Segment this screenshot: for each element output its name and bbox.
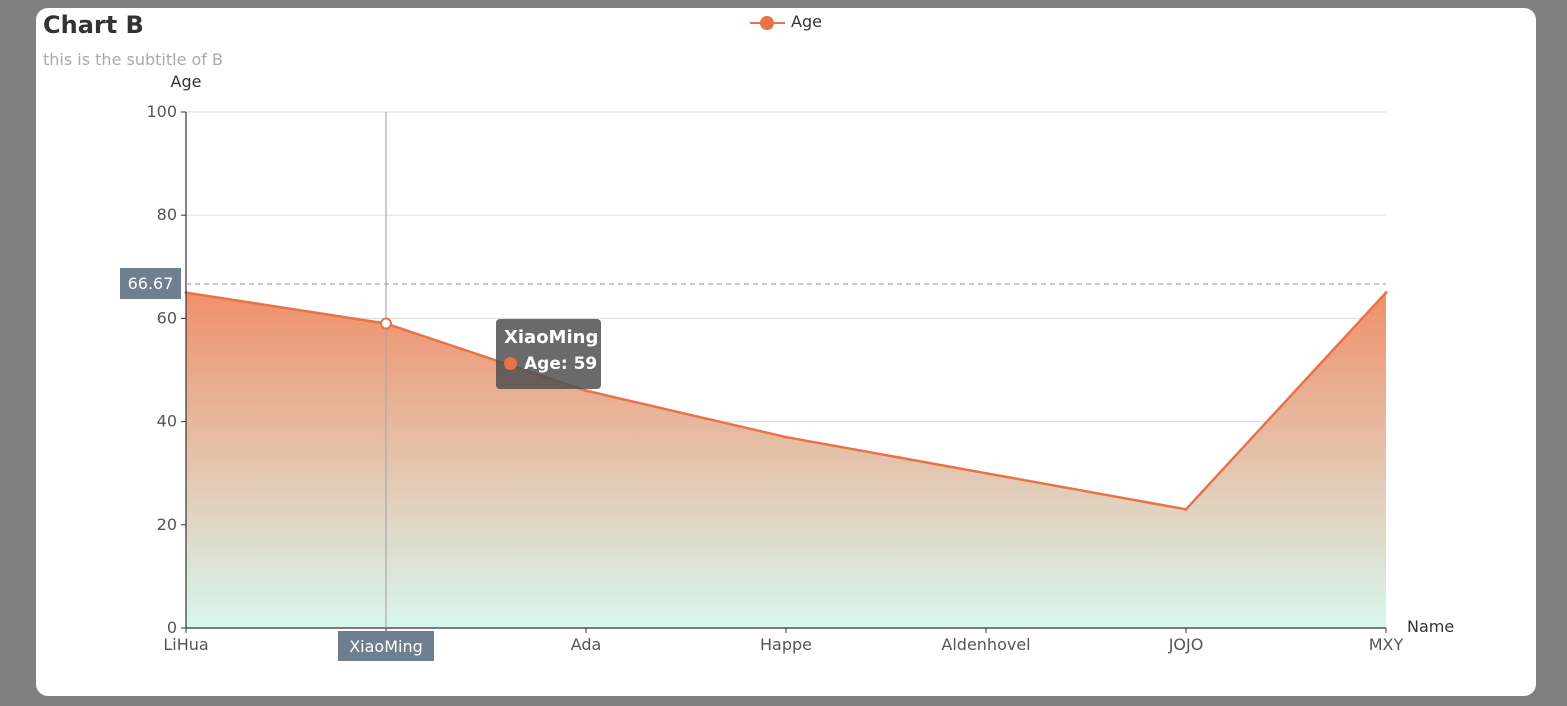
legend-label: Age (791, 12, 822, 31)
area-layer (184, 291, 1388, 628)
tooltip-title: XiaoMing (504, 327, 599, 348)
chart-subtitle: this is the subtitle of B (43, 50, 223, 69)
highlighted-point (380, 317, 392, 330)
x-tick-label-lihua: LiHua (163, 635, 208, 654)
chart-svg: Chart B this is the subtitle of B Age Ag… (43, 11, 1454, 661)
y-tick-label: 20 (157, 515, 177, 534)
legend-marker (760, 16, 774, 30)
y-tick-label: 60 (157, 308, 177, 327)
y-tick-label: 0 (167, 618, 177, 637)
tooltip-value: Age: 59 (524, 354, 598, 374)
chart-card: Chart B this is the subtitle of B Age Ag… (36, 8, 1536, 696)
tooltip: XiaoMing Age: 59 (496, 319, 601, 389)
y-tick-label: 100 (146, 102, 177, 121)
x-tick-label-xiaoming: XiaoMing (349, 637, 423, 656)
axis-pointer: 66.67 XiaoMing (120, 112, 1386, 661)
x-tick-label-jojo: JOJO (1168, 635, 1204, 654)
x-tick-label-mxy: MXY (1369, 635, 1404, 654)
axis-pointer-y-label: 66.67 (128, 274, 174, 293)
chart-title: Chart B (43, 11, 144, 39)
data-point-jojo[interactable] (1184, 507, 1188, 511)
x-tick-label-ada: Ada (571, 635, 602, 654)
x-axis-title: Name (1407, 617, 1454, 636)
y-axis-title: Age (171, 72, 202, 91)
data-point-happe[interactable] (784, 435, 788, 439)
tooltip-marker (504, 357, 517, 370)
data-point-mxy[interactable] (1384, 291, 1388, 295)
tooltip-row: Age: 59 (504, 352, 597, 376)
data-point-aldenhovel[interactable] (984, 471, 988, 475)
x-tick-label-happe: Happe (760, 635, 812, 654)
area-fill-age (186, 292, 1386, 628)
y-tick-label: 80 (157, 205, 177, 224)
axis-pointer-x-label-box (338, 631, 434, 661)
x-tick-label-aldenhovel: Aldenhovel (941, 635, 1030, 654)
axis-pointer-y-label-box (120, 267, 181, 299)
legend[interactable]: Age (750, 12, 822, 31)
data-point-ada[interactable] (584, 389, 588, 393)
y-tick-label: 40 (157, 412, 177, 431)
